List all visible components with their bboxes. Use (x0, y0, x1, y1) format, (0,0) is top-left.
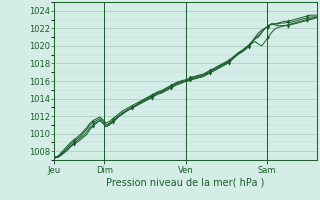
X-axis label: Pression niveau de la mer( hPa ): Pression niveau de la mer( hPa ) (107, 177, 265, 187)
